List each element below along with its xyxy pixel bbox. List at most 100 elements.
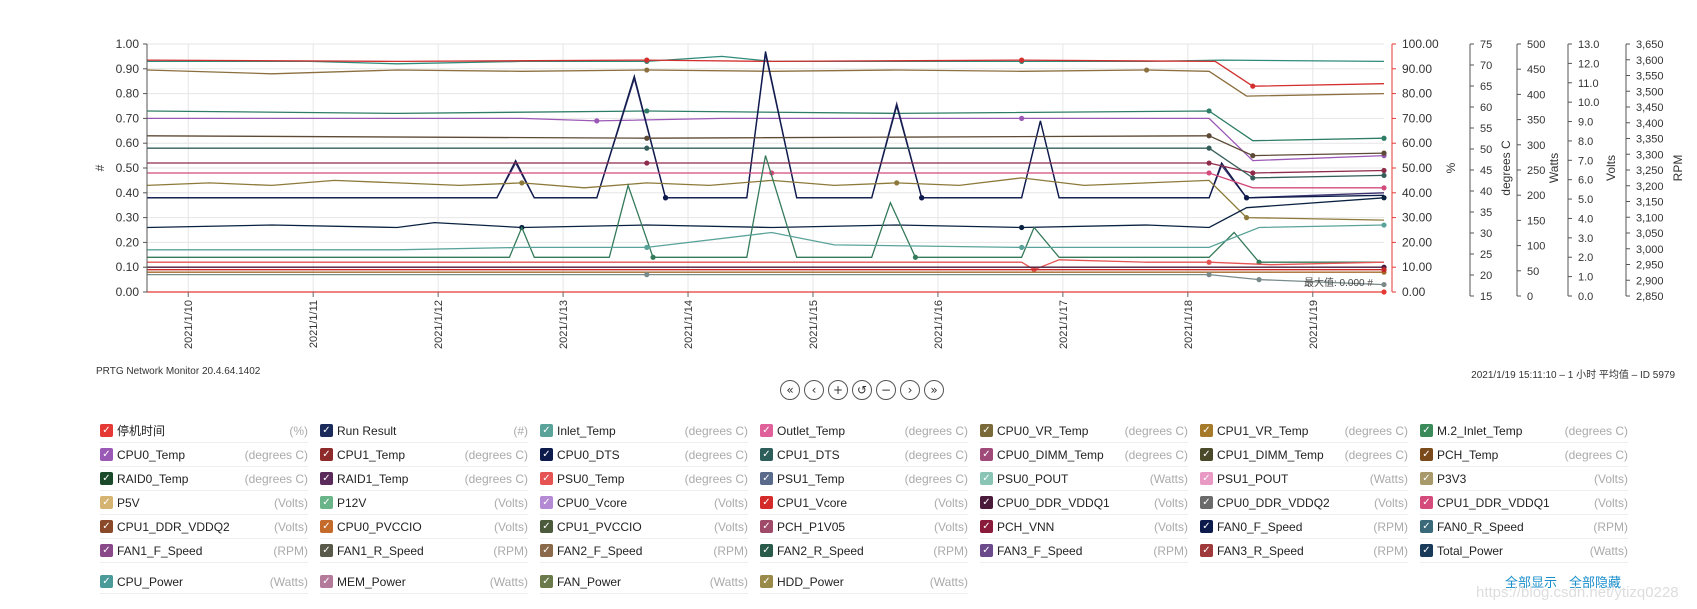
legend-item[interactable]: ✓ PSU0_POUT (Watts) [980, 467, 1188, 491]
legend-checkbox[interactable]: ✓ [100, 472, 113, 485]
legend-item[interactable]: ✓ PSU1_POUT (Watts) [1200, 467, 1408, 491]
reset-zoom-button[interactable]: ↺ [852, 380, 872, 400]
legend-item[interactable]: ✓ HDD_Power (Watts) [760, 570, 968, 594]
legend-item[interactable]: ✓ P5V (Volts) [100, 491, 308, 515]
legend-item[interactable]: ✓ CPU0_DDR_VDDQ1 (Volts) [980, 491, 1188, 515]
hide-all-link[interactable]: 全部隐藏 [1568, 575, 1621, 590]
legend-checkbox[interactable]: ✓ [100, 544, 113, 557]
legend-item[interactable]: ✓ CPU1_DTS (degrees C) [760, 443, 968, 467]
legend-checkbox[interactable]: ✓ [1200, 520, 1213, 533]
legend-item[interactable]: ✓ P3V3 (Volts) [1420, 467, 1628, 491]
legend-checkbox[interactable]: ✓ [540, 496, 553, 509]
legend-item[interactable]: ✓ CPU1_DIMM_Temp (degrees C) [1200, 443, 1408, 467]
legend-item[interactable]: ✓ M.2_Inlet_Temp (degrees C) [1420, 419, 1628, 443]
nav-last-button[interactable]: » [924, 380, 944, 400]
legend-item[interactable]: ✓ MEM_Power (Watts) [320, 570, 528, 594]
legend-checkbox[interactable]: ✓ [1420, 424, 1433, 437]
legend-checkbox[interactable]: ✓ [760, 575, 773, 588]
legend-checkbox[interactable]: ✓ [760, 544, 773, 557]
legend-checkbox[interactable]: ✓ [320, 448, 333, 461]
legend-checkbox[interactable]: ✓ [1420, 472, 1433, 485]
legend-item[interactable]: ✓ PSU1_Temp (degrees C) [760, 467, 968, 491]
legend-item[interactable]: ✓ FAN_Power (Watts) [540, 570, 748, 594]
legend-item[interactable]: ✓ FAN1_F_Speed (RPM) [100, 539, 308, 563]
legend-item[interactable]: ✓ FAN0_F_Speed (RPM) [1200, 515, 1408, 539]
legend-checkbox[interactable]: ✓ [540, 424, 553, 437]
nav-next-button[interactable]: › [900, 380, 920, 400]
legend-item[interactable]: ✓ P12V (Volts) [320, 491, 528, 515]
legend-checkbox[interactable]: ✓ [320, 544, 333, 557]
legend-item[interactable]: ✓ RAID0_Temp (degrees C) [100, 467, 308, 491]
legend-checkbox[interactable]: ✓ [100, 496, 113, 509]
legend-item[interactable]: ✓ CPU1_Temp (degrees C) [320, 443, 528, 467]
legend-checkbox[interactable]: ✓ [320, 575, 333, 588]
legend-item[interactable]: ✓ CPU0_Temp (degrees C) [100, 443, 308, 467]
legend-checkbox[interactable]: ✓ [540, 520, 553, 533]
zoom-in-button[interactable]: + [828, 380, 848, 400]
legend-checkbox[interactable]: ✓ [320, 496, 333, 509]
legend-checkbox[interactable]: ✓ [980, 472, 993, 485]
legend-item[interactable]: ✓ CPU0_DTS (degrees C) [540, 443, 748, 467]
legend-item[interactable]: ✓ CPU0_DDR_VDDQ2 (Volts) [1200, 491, 1408, 515]
legend-checkbox[interactable]: ✓ [1420, 544, 1433, 557]
legend-checkbox[interactable]: ✓ [760, 448, 773, 461]
legend-checkbox[interactable]: ✓ [1420, 448, 1433, 461]
legend-item[interactable]: ✓ CPU0_VR_Temp (degrees C) [980, 419, 1188, 443]
legend-item[interactable]: ✓ CPU0_PVCCIO (Volts) [320, 515, 528, 539]
legend-item[interactable]: ✓ FAN3_F_Speed (RPM) [980, 539, 1188, 563]
legend-checkbox[interactable]: ✓ [1420, 496, 1433, 509]
nav-first-button[interactable]: « [780, 380, 800, 400]
legend-item[interactable]: ✓ CPU1_Vcore (Volts) [760, 491, 968, 515]
legend-checkbox[interactable]: ✓ [540, 472, 553, 485]
legend-checkbox[interactable]: ✓ [1200, 424, 1213, 437]
legend-checkbox[interactable]: ✓ [100, 520, 113, 533]
legend-checkbox[interactable]: ✓ [760, 520, 773, 533]
legend-item[interactable]: ✓ RAID1_Temp (degrees C) [320, 467, 528, 491]
legend-checkbox[interactable]: ✓ [540, 575, 553, 588]
legend-checkbox[interactable]: ✓ [100, 424, 113, 437]
legend-item[interactable]: ✓ PCH_VNN (Volts) [980, 515, 1188, 539]
legend-item[interactable]: ✓ CPU0_Vcore (Volts) [540, 491, 748, 515]
legend-checkbox[interactable]: ✓ [760, 472, 773, 485]
legend-item[interactable]: ✓ CPU1_VR_Temp (degrees C) [1200, 419, 1408, 443]
legend-checkbox[interactable]: ✓ [1200, 544, 1213, 557]
legend-item[interactable]: ✓ CPU0_DIMM_Temp (degrees C) [980, 443, 1188, 467]
legend-item[interactable]: ✓ FAN1_R_Speed (RPM) [320, 539, 528, 563]
legend-item[interactable]: ✓ FAN3_R_Speed (RPM) [1200, 539, 1408, 563]
legend-checkbox[interactable]: ✓ [1200, 472, 1213, 485]
legend-checkbox[interactable]: ✓ [1200, 496, 1213, 509]
legend-item[interactable]: ✓ CPU1_DDR_VDDQ1 (Volts) [1420, 491, 1628, 515]
legend-item[interactable]: ✓ PCH_Temp (degrees C) [1420, 443, 1628, 467]
legend-checkbox[interactable]: ✓ [100, 448, 113, 461]
legend-item[interactable]: ✓ CPU_Power (Watts) [100, 570, 308, 594]
legend-item[interactable]: ✓ Total_Power (Watts) [1420, 539, 1628, 563]
legend-item[interactable]: ✓ 停机时间 (%) [100, 419, 308, 443]
zoom-out-button[interactable]: − [876, 380, 896, 400]
legend-checkbox[interactable]: ✓ [760, 496, 773, 509]
legend-item[interactable]: ✓ FAN0_R_Speed (RPM) [1420, 515, 1628, 539]
legend-item[interactable]: ✓ Inlet_Temp (degrees C) [540, 419, 748, 443]
legend-item[interactable]: ✓ Run Result (#) [320, 419, 528, 443]
legend-item[interactable]: ✓ FAN2_R_Speed (RPM) [760, 539, 968, 563]
legend-item[interactable]: ✓ PSU0_Temp (degrees C) [540, 467, 748, 491]
legend-checkbox[interactable]: ✓ [540, 448, 553, 461]
legend-item[interactable]: ✓ CPU1_PVCCIO (Volts) [540, 515, 748, 539]
legend-checkbox[interactable]: ✓ [980, 448, 993, 461]
legend-checkbox[interactable]: ✓ [1420, 520, 1433, 533]
legend-checkbox[interactable]: ✓ [980, 496, 993, 509]
legend-item[interactable]: ✓ Outlet_Temp (degrees C) [760, 419, 968, 443]
legend-checkbox[interactable]: ✓ [980, 544, 993, 557]
nav-prev-button[interactable]: ‹ [804, 380, 824, 400]
legend-checkbox[interactable]: ✓ [980, 424, 993, 437]
legend-item[interactable]: ✓ CPU1_DDR_VDDQ2 (Volts) [100, 515, 308, 539]
legend-checkbox[interactable]: ✓ [320, 424, 333, 437]
show-all-link[interactable]: 全部显示 [1504, 575, 1557, 590]
legend-checkbox[interactable]: ✓ [540, 544, 553, 557]
legend-item[interactable]: ✓ FAN2_F_Speed (RPM) [540, 539, 748, 563]
legend-checkbox[interactable]: ✓ [320, 472, 333, 485]
legend-checkbox[interactable]: ✓ [980, 520, 993, 533]
legend-checkbox[interactable]: ✓ [100, 575, 113, 588]
legend-checkbox[interactable]: ✓ [1200, 448, 1213, 461]
legend-checkbox[interactable]: ✓ [320, 520, 333, 533]
legend-checkbox[interactable]: ✓ [760, 424, 773, 437]
